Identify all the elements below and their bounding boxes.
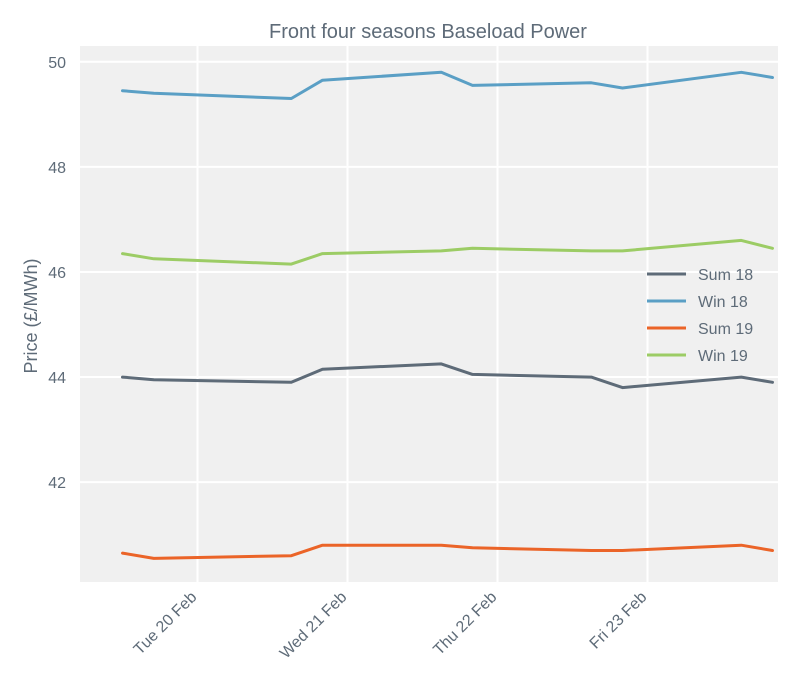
series-line-win-18 xyxy=(121,70,774,100)
series-lines xyxy=(121,70,774,560)
legend-label: Sum 18 xyxy=(698,267,753,284)
y-tick-label: 42 xyxy=(48,475,66,492)
y-axis-label: Price (£/MWh) xyxy=(21,258,41,373)
legend-label: Sum 19 xyxy=(698,321,753,338)
y-tick-label: 48 xyxy=(48,160,66,177)
series-line-sum-19 xyxy=(121,543,774,560)
y-tick-label: 50 xyxy=(48,55,66,72)
x-tick-label: Tue 20 Feb xyxy=(131,589,201,659)
y-tick-label: 46 xyxy=(48,265,66,282)
grid xyxy=(80,46,778,582)
legend-label: Win 18 xyxy=(698,294,748,311)
x-tick-label: Wed 21 Feb xyxy=(277,589,351,663)
y-tick-label: 44 xyxy=(48,370,66,387)
plot-area xyxy=(80,46,778,582)
x-axis-ticks: Tue 20 Feb Wed 21 Feb Thu 22 Feb Fri 23 Feb xyxy=(131,589,651,663)
y-axis-ticks: 42 44 46 48 50 xyxy=(48,55,66,492)
series-line-win-19 xyxy=(121,238,774,266)
x-tick-label: Fri 23 Feb xyxy=(587,589,651,653)
x-tick-label: Thu 22 Feb xyxy=(430,589,500,659)
chart-title: Front four seasons Baseload Power xyxy=(269,21,587,43)
legend: Sum 18 Win 18 Sum 19 Win 19 xyxy=(647,267,753,365)
legend-label: Win 19 xyxy=(698,348,748,365)
series-line-sum-18 xyxy=(121,362,774,390)
